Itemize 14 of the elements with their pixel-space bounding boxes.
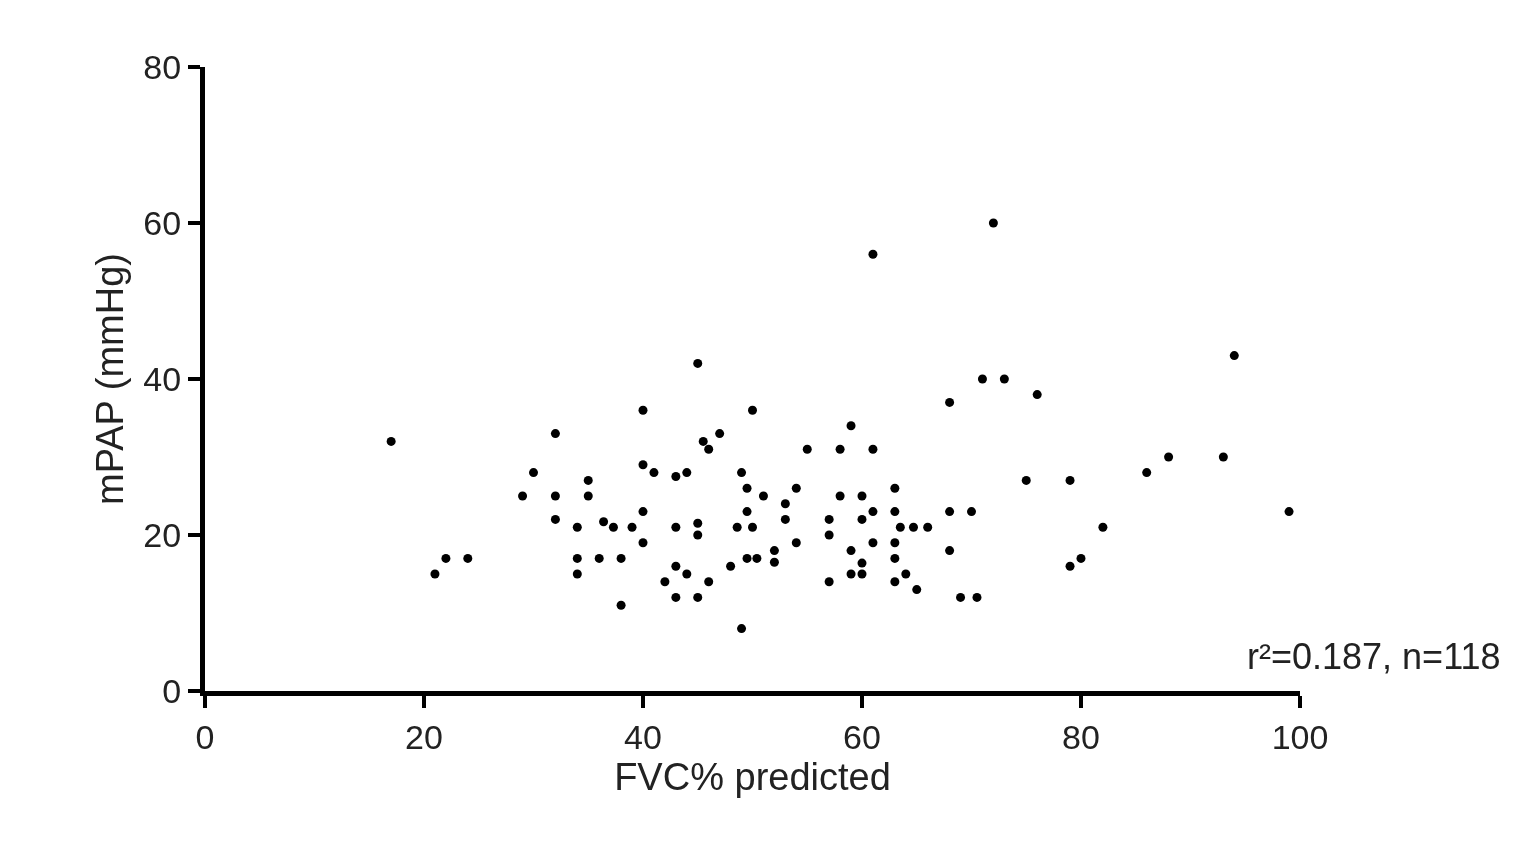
y-tick-label: 80 (143, 47, 182, 86)
y-tick-label: 60 (143, 203, 182, 242)
x-tick-label: 20 (405, 717, 443, 756)
x-tick-label: 80 (1062, 717, 1100, 756)
x-tick-label: 60 (843, 717, 881, 756)
annotation: r²=0.187, n=118 (1247, 636, 1501, 677)
y-tick-label: 0 (162, 671, 182, 710)
x-tick-label: 40 (624, 717, 662, 756)
y-axis-title: mPAP (mmHg) (88, 253, 131, 505)
x-tick-label: 100 (1271, 717, 1329, 756)
x-axis-title: FVC% predicted (614, 755, 891, 798)
y-tick-label: 40 (143, 359, 182, 398)
y-tick-label: 20 (143, 515, 182, 554)
x-tick-label: 0 (195, 717, 215, 756)
